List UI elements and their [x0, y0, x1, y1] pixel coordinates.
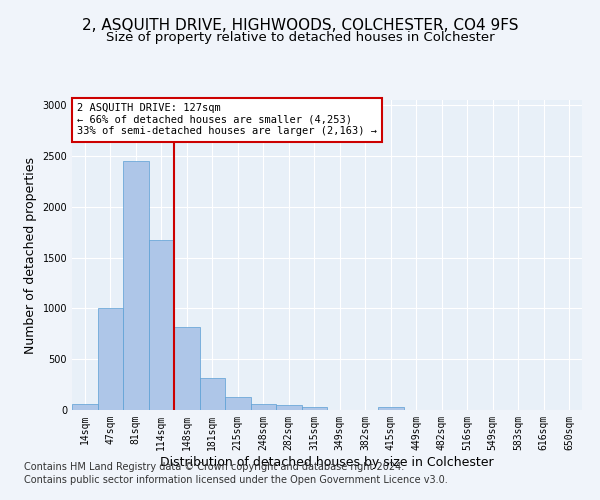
X-axis label: Distribution of detached houses by size in Colchester: Distribution of detached houses by size …	[160, 456, 494, 468]
Text: 2 ASQUITH DRIVE: 127sqm
← 66% of detached houses are smaller (4,253)
33% of semi: 2 ASQUITH DRIVE: 127sqm ← 66% of detache…	[77, 103, 377, 136]
Y-axis label: Number of detached properties: Number of detached properties	[24, 156, 37, 354]
Bar	[251, 404, 276, 410]
Bar	[97, 308, 123, 410]
Bar	[302, 408, 327, 410]
Bar	[199, 378, 225, 410]
Bar	[225, 397, 251, 410]
Bar	[149, 240, 174, 410]
Text: 2, ASQUITH DRIVE, HIGHWOODS, COLCHESTER, CO4 9FS: 2, ASQUITH DRIVE, HIGHWOODS, COLCHESTER,…	[82, 18, 518, 32]
Text: Contains HM Land Registry data © Crown copyright and database right 2024.: Contains HM Land Registry data © Crown c…	[24, 462, 404, 472]
Bar	[123, 161, 149, 410]
Bar	[276, 406, 302, 410]
Bar	[174, 326, 199, 410]
Bar	[72, 404, 97, 410]
Bar	[378, 407, 404, 410]
Text: Size of property relative to detached houses in Colchester: Size of property relative to detached ho…	[106, 31, 494, 44]
Text: Contains public sector information licensed under the Open Government Licence v3: Contains public sector information licen…	[24, 475, 448, 485]
